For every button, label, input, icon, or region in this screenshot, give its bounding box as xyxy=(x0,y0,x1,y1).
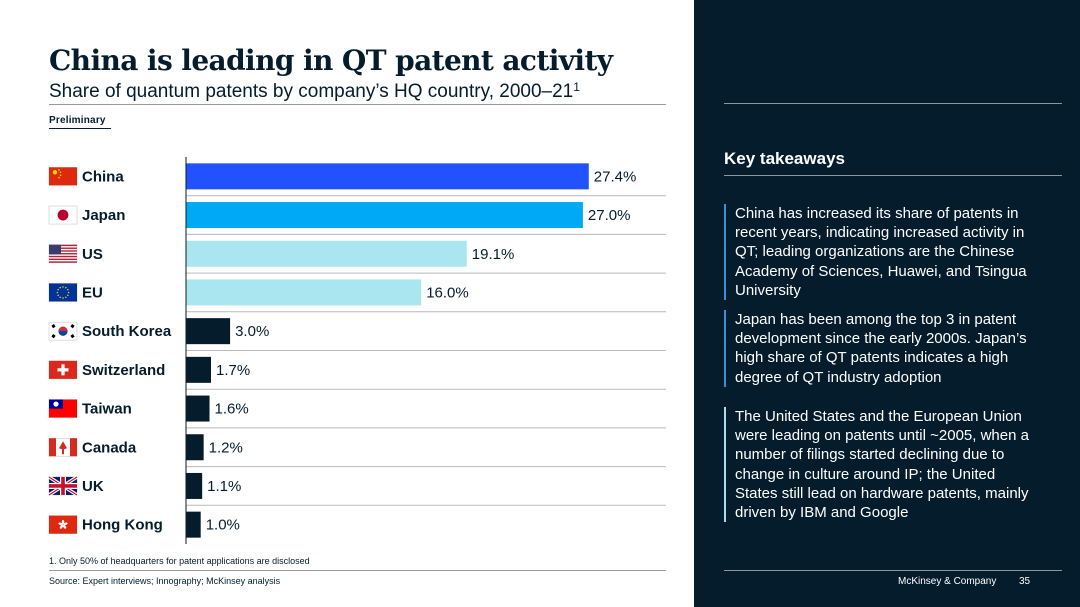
bar-china xyxy=(186,163,589,190)
hong-kong-flag-icon xyxy=(48,515,78,534)
canada-flag-icon xyxy=(48,437,78,457)
value-label-hong-kong: 1.0% xyxy=(206,517,240,534)
south-korea-flag-icon xyxy=(48,321,78,341)
value-label-us: 19.1% xyxy=(472,246,515,263)
bar-hong-kong xyxy=(186,511,201,538)
us-flag-icon xyxy=(48,244,78,264)
bar-eu xyxy=(186,279,422,306)
key-takeaways-divider xyxy=(724,175,1062,176)
sidebar-bottom-divider xyxy=(724,570,1062,571)
china-flag-icon xyxy=(48,167,78,186)
page-title: China is leading in QT patent activity xyxy=(49,44,613,77)
japan-flag-icon xyxy=(48,205,78,225)
source-note: Source: Expert interviews; Innography; M… xyxy=(49,576,281,586)
category-label-japan: Japan xyxy=(82,207,125,224)
patent-share-bar-chart: China 27.4% Japan 27.0% US 19.1% EU 16.0% South … xyxy=(48,157,666,544)
category-label-eu: EU xyxy=(82,284,103,301)
bar-uk xyxy=(186,472,203,499)
title-divider xyxy=(49,104,666,105)
takeaway-china: China has increased its share of patents… xyxy=(724,204,1034,301)
value-label-south-korea: 3.0% xyxy=(235,323,269,340)
bar-canada xyxy=(186,434,204,461)
bar-us xyxy=(186,240,467,267)
category-label-uk: UK xyxy=(82,478,104,495)
subtitle-footnote-marker: 1 xyxy=(573,80,580,94)
uk-flag-icon xyxy=(48,475,78,497)
category-label-taiwan: Taiwan xyxy=(82,401,132,418)
eu-flag-icon xyxy=(48,283,78,302)
page-number: 35 xyxy=(1019,576,1031,587)
category-label-south-korea: South Korea xyxy=(82,323,172,340)
value-label-eu: 16.0% xyxy=(426,284,469,301)
takeaway-japan: Japan has been among the top 3 in patent… xyxy=(724,310,1034,387)
subtitle-text: Share of quantum patents by company’s HQ… xyxy=(49,81,574,102)
value-label-uk: 1.1% xyxy=(207,478,241,495)
main-panel: China is leading in QT patent activity S… xyxy=(48,44,666,586)
footer-divider xyxy=(49,570,666,571)
brand-name: McKinsey & Company xyxy=(898,576,997,587)
page-subtitle: Share of quantum patents by company’s HQ… xyxy=(49,80,580,103)
value-label-switzerland: 1.7% xyxy=(216,362,250,379)
category-label-canada: Canada xyxy=(82,439,137,456)
category-label-china: China xyxy=(82,168,124,185)
value-label-canada: 1.2% xyxy=(209,439,243,456)
category-label-us: US xyxy=(82,246,103,263)
bar-japan xyxy=(186,202,583,229)
bar-south-korea xyxy=(186,318,231,345)
takeaways-sidebar: Key takeaways China has increased its sh… xyxy=(694,0,1080,607)
takeaway-us-eu: The United States and the European Union… xyxy=(724,407,1034,523)
bar-taiwan xyxy=(186,395,210,422)
value-label-china: 27.4% xyxy=(594,168,637,185)
preliminary-underline xyxy=(49,128,111,129)
switzerland-flag-icon xyxy=(48,360,78,380)
category-label-hong-kong: Hong Kong xyxy=(82,517,163,534)
category-label-switzerland: Switzerland xyxy=(82,362,165,379)
key-takeaways-heading: Key takeaways xyxy=(724,149,845,168)
footnote: 1. Only 50% of headquarters for patent a… xyxy=(49,556,310,566)
sidebar-top-divider xyxy=(724,103,1062,104)
value-label-japan: 27.0% xyxy=(588,207,631,224)
value-label-taiwan: 1.6% xyxy=(215,401,249,418)
taiwan-flag-icon xyxy=(48,399,78,418)
preliminary-label: Preliminary xyxy=(49,115,106,126)
bar-switzerland xyxy=(186,356,211,383)
